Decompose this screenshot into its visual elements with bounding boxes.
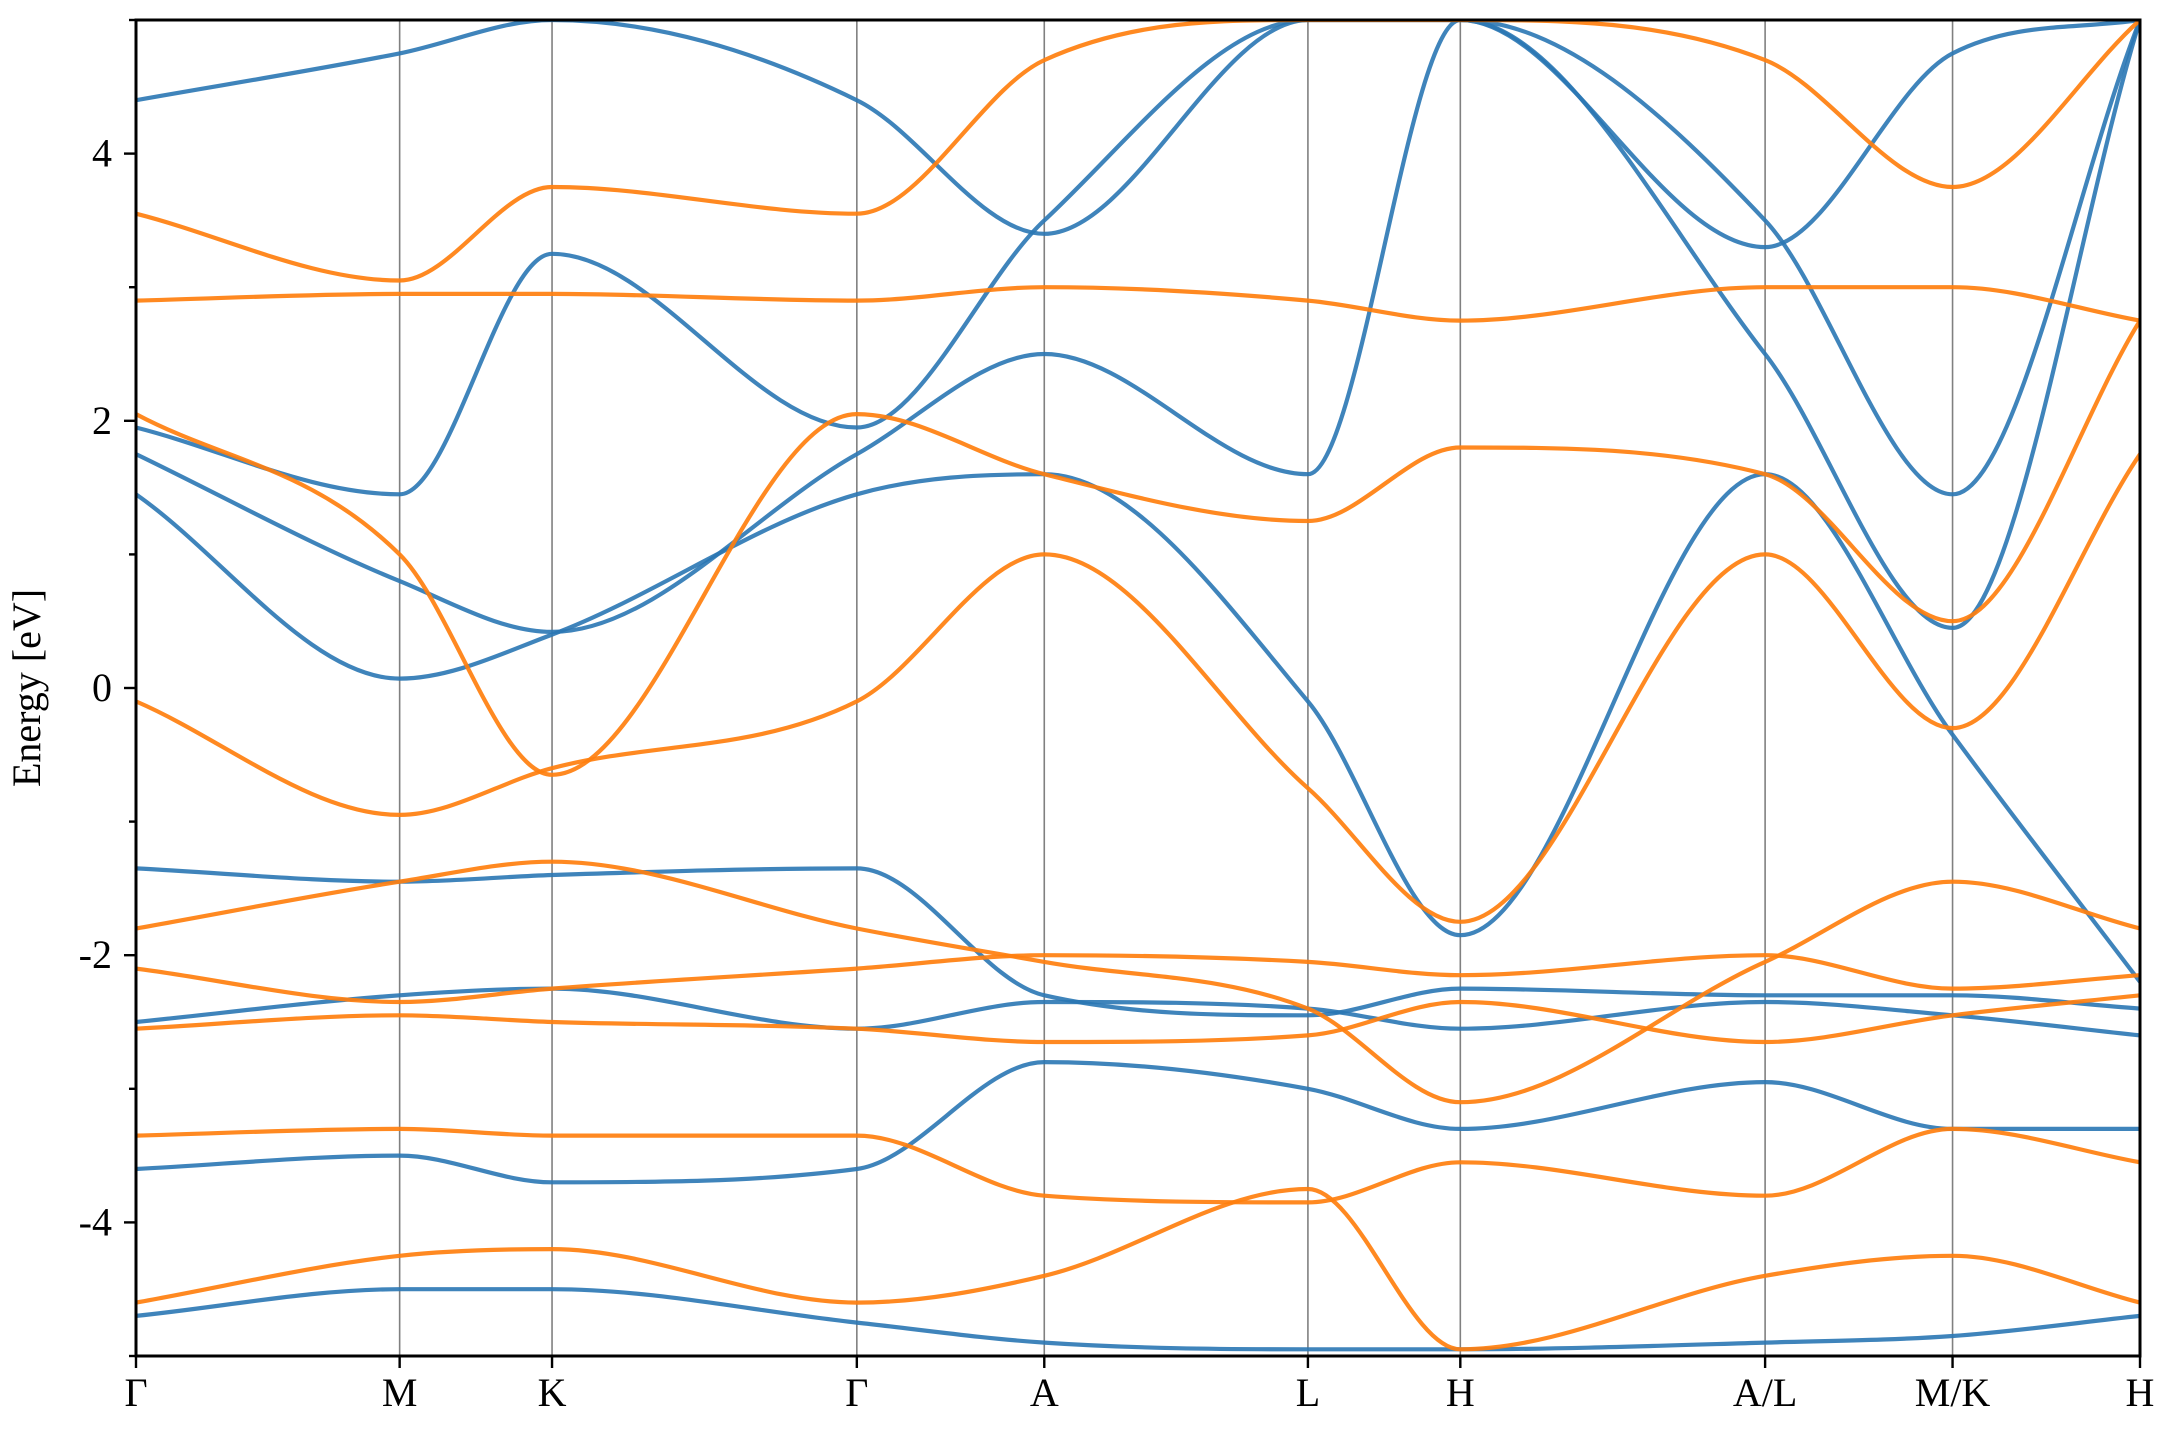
y-tick-label: -2	[79, 932, 112, 977]
x-tick-label: L	[1296, 1370, 1320, 1415]
y-tick-label: 4	[92, 131, 112, 176]
band-line	[136, 20, 2140, 283]
band-line	[136, 285, 2140, 323]
band-line	[136, 993, 2140, 1045]
band-line	[136, 953, 2140, 1005]
x-tick-label: A/L	[1733, 1370, 1797, 1415]
band-line	[136, 20, 2140, 634]
x-tick-label: H	[1446, 1370, 1475, 1415]
band-line	[136, 986, 2140, 1038]
band-line	[136, 20, 2140, 250]
band-line	[136, 1287, 2140, 1352]
x-tick-label: M	[382, 1370, 418, 1415]
x-tick-label: Γ	[124, 1370, 147, 1415]
band-line	[136, 859, 2140, 1105]
y-axis-ticks: -4 -2 0 2 4	[79, 18, 136, 1358]
x-tick-label: H	[2126, 1370, 2155, 1415]
x-tick-label: A	[1030, 1370, 1059, 1415]
band-lines	[136, 20, 2140, 1352]
x-tick-label: M/K	[1915, 1370, 1991, 1415]
y-tick-label: 0	[92, 665, 112, 710]
band-line	[136, 1186, 2140, 1352]
band-line	[136, 1060, 2140, 1185]
band-line	[136, 452, 2140, 924]
x-tick-label: Γ	[845, 1370, 868, 1415]
band-line	[136, 318, 2140, 777]
y-tick-label: -4	[79, 1199, 112, 1244]
band-line	[136, 1126, 2140, 1205]
band-line	[136, 20, 2140, 497]
y-tick-label: 2	[92, 398, 112, 443]
band-line	[136, 866, 2140, 1018]
x-axis-ticks: Γ M K Γ A L H A/L M/K H	[124, 1356, 2154, 1415]
high-symmetry-lines	[398, 20, 1954, 1356]
band-line	[136, 472, 2140, 984]
y-axis-label: Energy [eV]	[4, 589, 49, 787]
x-tick-label: K	[538, 1370, 567, 1415]
